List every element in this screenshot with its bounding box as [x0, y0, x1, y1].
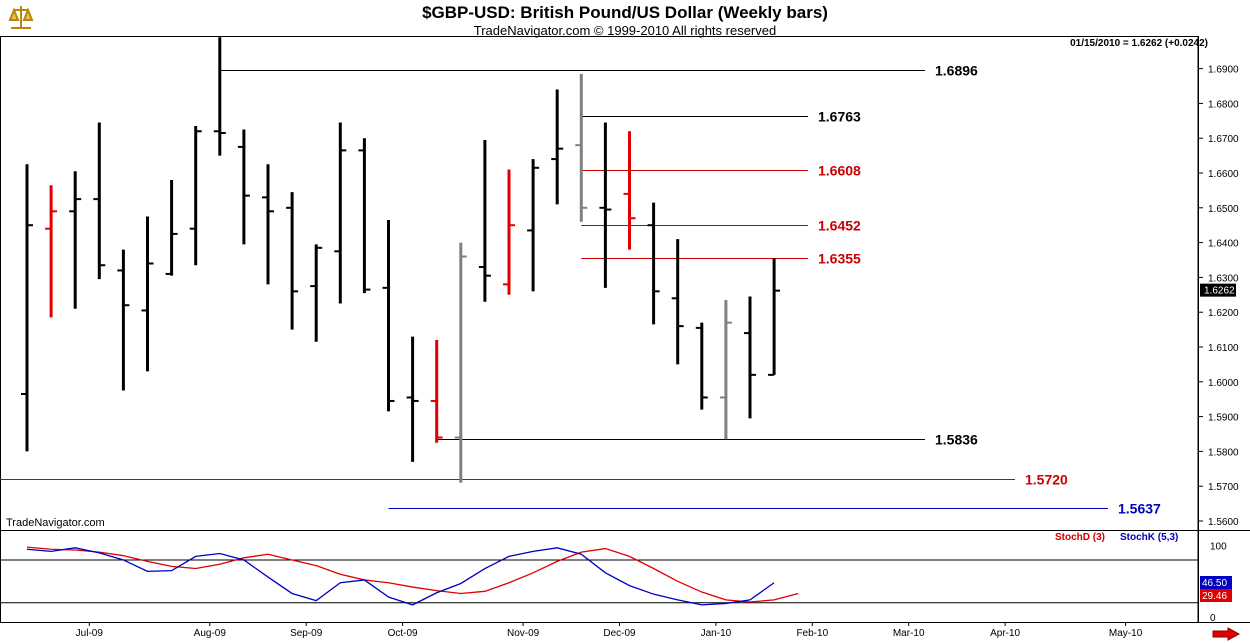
level-label-7: 1.5637: [1118, 501, 1161, 517]
stochastic-panel: 100 0 46.50 29.46: [0, 542, 1232, 624]
price-tick-label-4: 1.6500: [1208, 204, 1239, 215]
time-tick-label-0: Jul-09: [76, 628, 104, 639]
ohlc-bar-0: [21, 164, 33, 452]
time-tick-label-1: Aug-09: [194, 628, 227, 639]
level-label-0: 1.6896: [935, 63, 978, 79]
time-axis: Jul-09 Aug-09 Sep-09 Oct-09 Nov-09 Dec-09 Jan-…: [76, 622, 1143, 639]
time-tick-label-2: Sep-09: [290, 628, 323, 639]
legend-stochk: StochK (5,3): [1120, 532, 1179, 543]
ohlc-bar-5: [141, 216, 154, 372]
time-tick-label-10: May-10: [1109, 628, 1143, 639]
ohlc-bar-25: [623, 131, 636, 250]
price-tick-label-1: 1.6800: [1208, 99, 1239, 110]
ohlc-bar-1: [45, 185, 58, 318]
ohlc-bar-22: [551, 89, 564, 205]
chart-frame: [0, 36, 1250, 623]
ohlc-bar-14: [358, 138, 371, 294]
price-tick-label-6: 1.6300: [1208, 273, 1239, 284]
trade-navigator-logo-icon: [8, 6, 34, 29]
stochk-value-box-label: 46.50: [1202, 578, 1227, 589]
ohlc-bar-17: [430, 340, 443, 443]
price-axis: 1.6900 1.6800 1.6700 1.6600 1.6500 1.6400 1.63…: [1198, 65, 1239, 528]
ohlc-bar-8: [213, 37, 226, 156]
chart-subtitle: TradeNavigator.com © 1999-2010 All right…: [473, 23, 777, 38]
ohlc-bar-15: [382, 219, 395, 412]
ohlc-bar-10: [262, 164, 274, 285]
ohlc-bar-30: [744, 296, 756, 419]
ohlc-bar-21: [527, 159, 540, 292]
price-tick-label-5: 1.6400: [1208, 239, 1239, 250]
ohlc-bar-4: [117, 249, 130, 391]
ohlc-bar-19: [478, 139, 491, 302]
price-tick-label-2: 1.6700: [1208, 134, 1239, 145]
stoch-tick-label-1: 0: [1210, 613, 1216, 624]
stochd-value-box: [1200, 589, 1232, 602]
time-tick-label-3: Oct-09: [388, 628, 418, 639]
level-label-1: 1.6763: [818, 109, 861, 125]
ohlc-bar-2: [69, 171, 82, 309]
ohlc-bars: [21, 37, 781, 483]
stochk-value-box: [1200, 576, 1232, 589]
level-label-4: 1.6355: [818, 251, 861, 267]
level-label-3: 1.6452: [818, 218, 861, 234]
ohlc-bar-26: [647, 202, 660, 325]
ohlc-bar-24: [599, 122, 612, 288]
level-lines: 1.6896 1.6763 1.6608 1.6452 1.6355 1.5836 1.57…: [0, 63, 1161, 517]
ohlc-bar-31: [768, 258, 781, 376]
price-tick-label-11: 1.5800: [1208, 447, 1239, 458]
level-label-5: 1.5836: [935, 432, 978, 448]
price-tick-label-13: 1.5600: [1208, 517, 1239, 528]
level-label-6: 1.5720: [1025, 472, 1068, 488]
price-tick-label-3: 1.6600: [1208, 169, 1239, 180]
level-label-2: 1.6608: [818, 163, 861, 179]
legend-stochd: StochD (3): [1055, 532, 1105, 543]
time-tick-label-6: Jan-10: [701, 628, 732, 639]
price-tick-label-7: 1.6200: [1208, 308, 1239, 319]
price-tick-label-12: 1.5700: [1208, 482, 1239, 493]
time-tick-label-4: Nov-09: [507, 628, 540, 639]
ohlc-bar-7: [189, 126, 202, 266]
price-tick-label-10: 1.5900: [1208, 413, 1239, 424]
watermark-text: TradeNavigator.com: [6, 517, 105, 529]
ohlc-bar-11: [286, 192, 299, 330]
time-tick-label-8: Mar-10: [893, 628, 925, 639]
time-tick-label-9: Apr-10: [990, 628, 1020, 639]
last-quote-readout: 01/15/2010 = 1.6262 (+0.0242): [1070, 38, 1208, 49]
stoch-series-1: [26, 547, 775, 606]
time-tick-label-7: Feb-10: [796, 628, 828, 639]
scroll-right-arrow-icon[interactable]: [1212, 627, 1240, 641]
last-price-box: [1200, 283, 1236, 297]
ohlc-bar-18: [454, 242, 467, 483]
price-tick-label-9: 1.6000: [1208, 378, 1239, 389]
ohlc-bar-13: [334, 122, 347, 304]
stoch-series-0: [26, 546, 799, 603]
stochd-value-box-label: 29.46: [1202, 591, 1227, 602]
price-tick-label-8: 1.6100: [1208, 343, 1239, 354]
ohlc-bar-9: [237, 129, 250, 245]
ohlc-bar-3: [93, 122, 106, 280]
time-tick-label-5: Dec-09: [603, 628, 636, 639]
ohlc-bar-12: [310, 244, 323, 342]
ohlc-bar-6: [165, 179, 178, 276]
plot-border: [0, 36, 1199, 623]
last-price-label: 1.6262: [1204, 286, 1235, 297]
stoch-tick-label-0: 100: [1210, 542, 1227, 553]
chart-title: $GBP-USD: British Pound/US Dollar (Weekl…: [422, 3, 828, 22]
ohlc-bar-28: [695, 322, 708, 410]
ohlc-bar-23: [575, 73, 588, 222]
price-tick-label-0: 1.6900: [1208, 65, 1239, 76]
ohlc-bar-29: [719, 300, 732, 440]
ohlc-bar-20: [503, 169, 515, 295]
ohlc-bar-27: [671, 239, 684, 365]
ohlc-bar-16: [406, 336, 419, 462]
